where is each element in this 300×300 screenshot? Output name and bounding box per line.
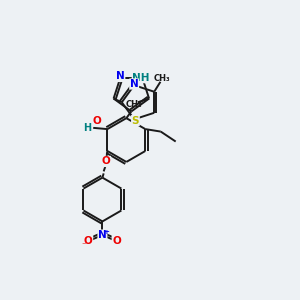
Text: +: + — [103, 229, 109, 235]
Text: H: H — [83, 123, 92, 133]
Text: CH₃: CH₃ — [126, 100, 142, 109]
Text: NH: NH — [132, 73, 150, 83]
Text: O: O — [92, 116, 101, 126]
Text: N: N — [116, 71, 125, 81]
Text: O: O — [84, 236, 93, 246]
Text: S: S — [132, 116, 139, 126]
Text: O: O — [102, 156, 110, 167]
Text: CH₃: CH₃ — [153, 74, 170, 83]
Text: ⁻: ⁻ — [81, 240, 85, 249]
Text: O: O — [112, 236, 121, 246]
Text: N: N — [98, 230, 107, 240]
Text: N: N — [130, 79, 139, 89]
